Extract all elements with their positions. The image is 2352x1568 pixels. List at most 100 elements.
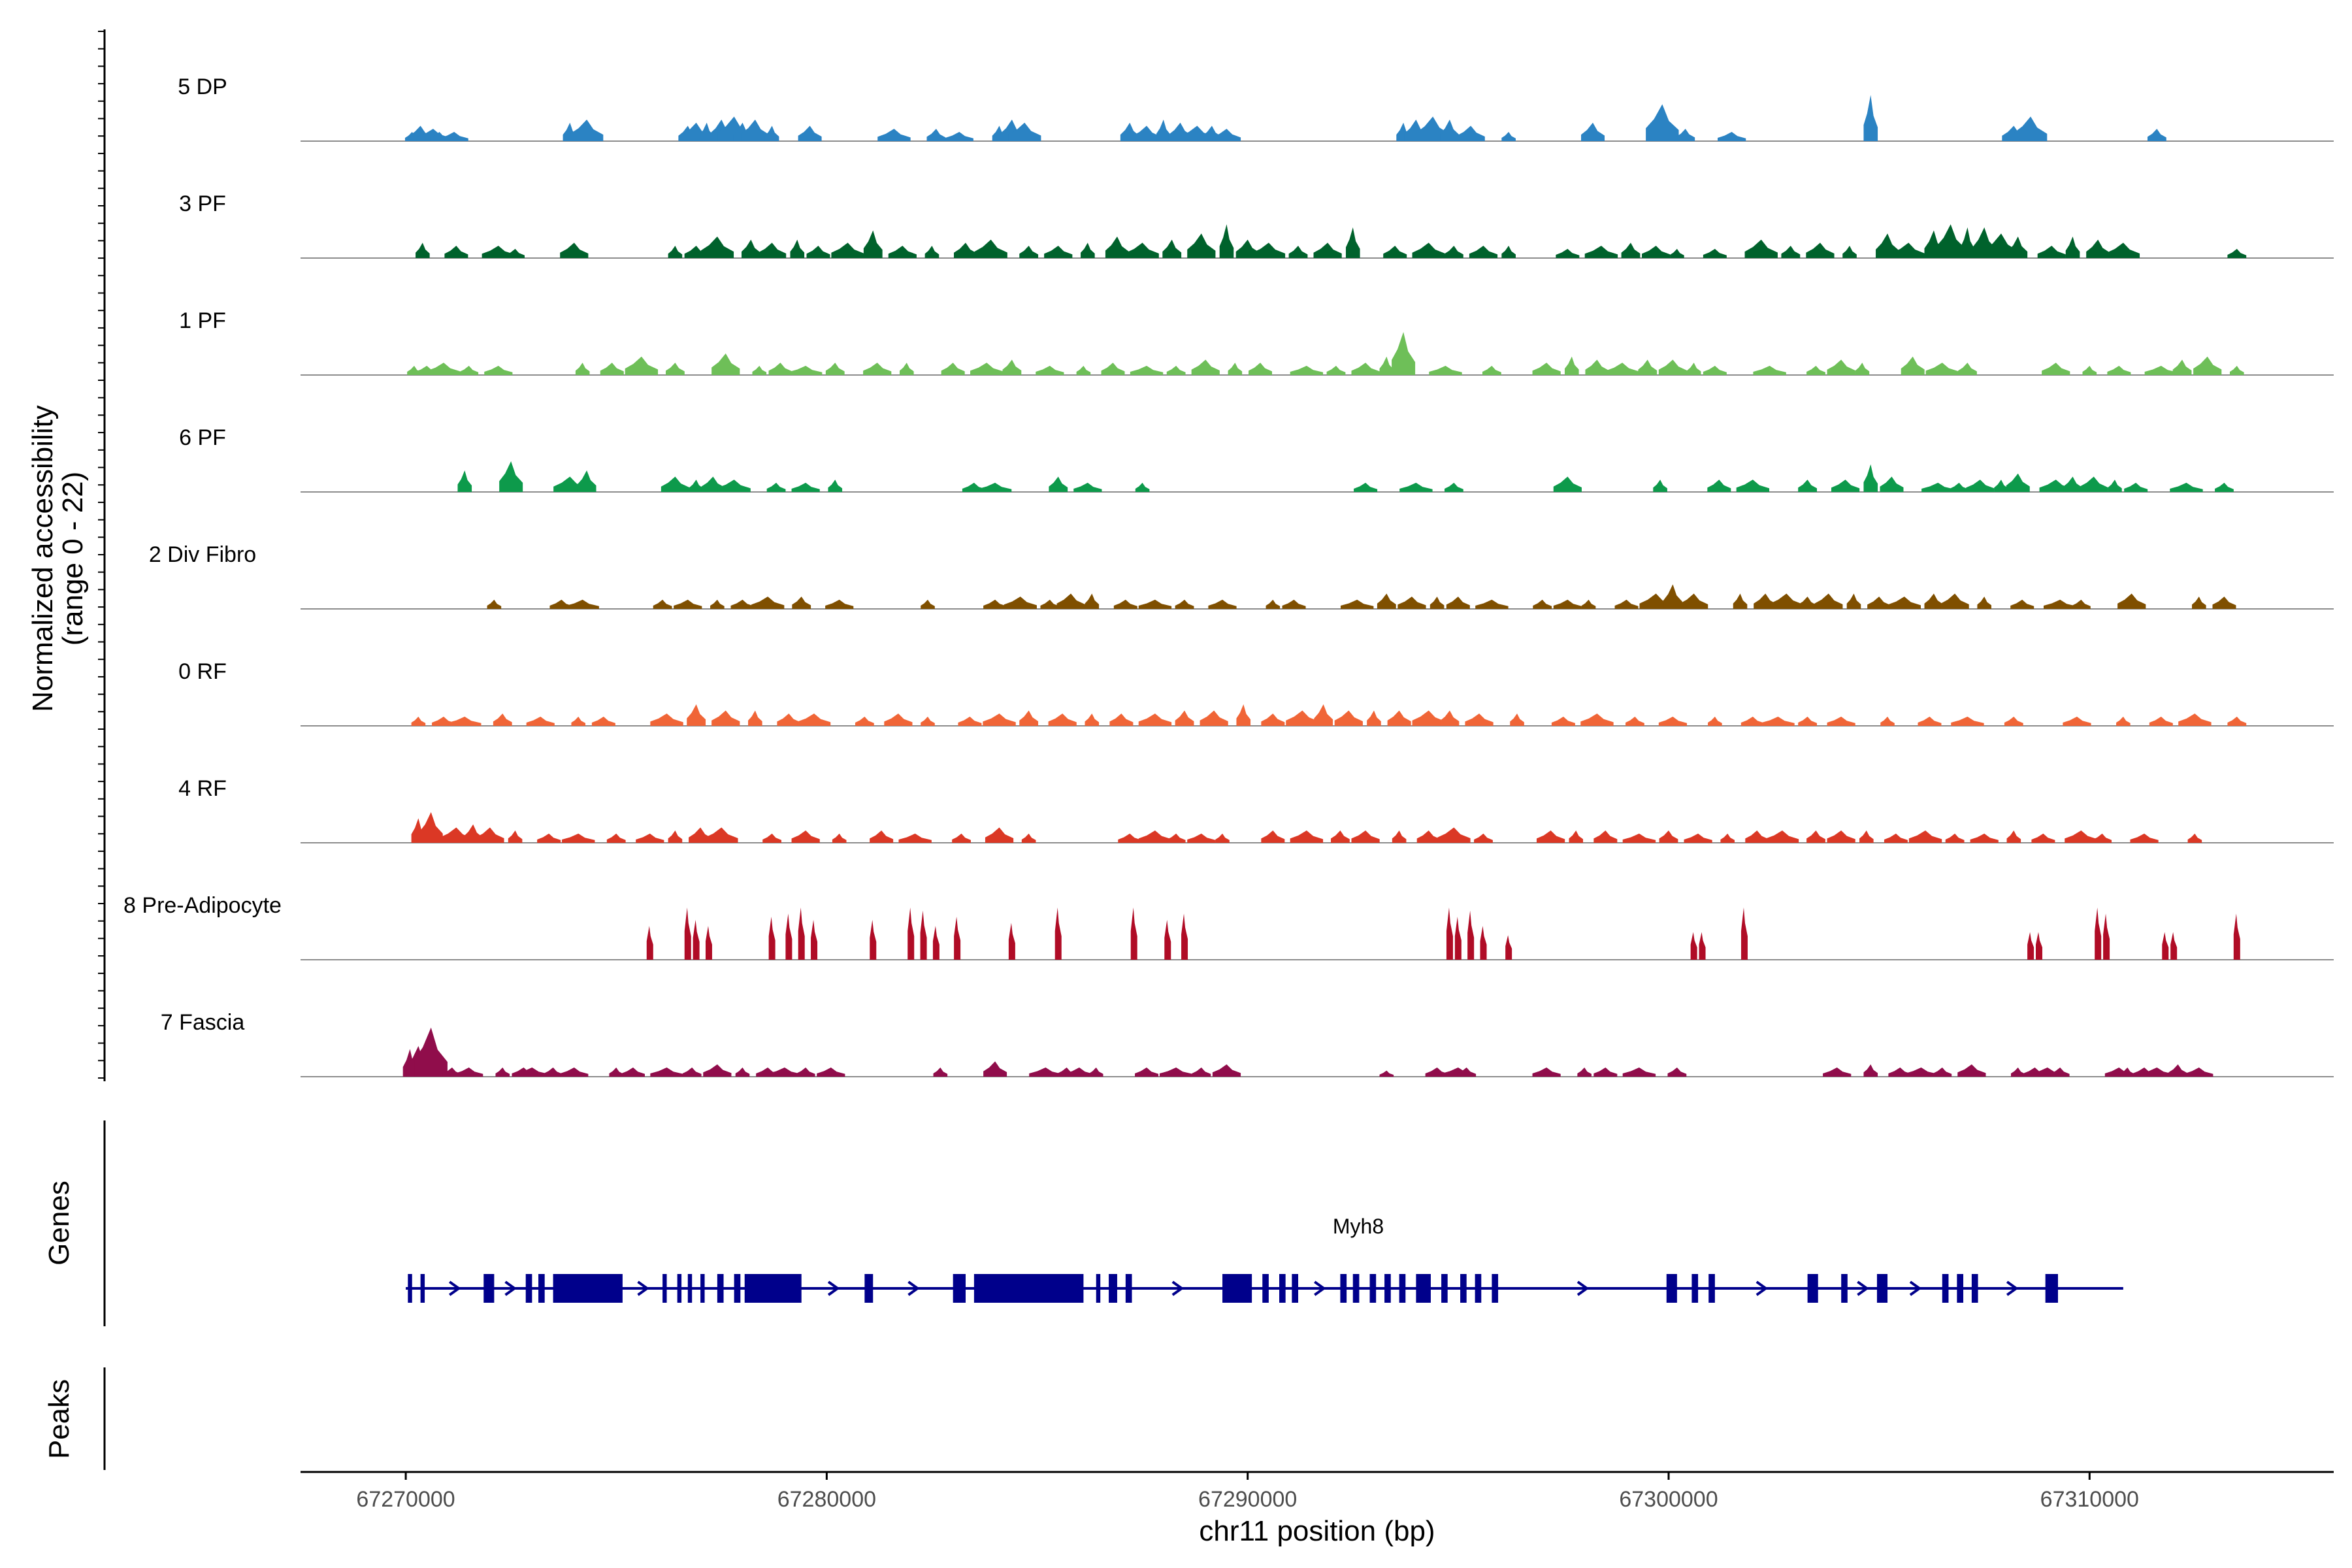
coverage-peak bbox=[825, 363, 845, 375]
coverage-peak bbox=[748, 710, 762, 726]
coverage-peak bbox=[1049, 476, 1068, 492]
gene-exon bbox=[1340, 1274, 1347, 1303]
coverage-peak bbox=[1331, 830, 1350, 843]
coverage-peak bbox=[1625, 716, 1644, 726]
gene-exon bbox=[1691, 1274, 1699, 1303]
coverage-peak bbox=[1109, 713, 1134, 726]
coverage-peak bbox=[831, 242, 864, 258]
gene-exon bbox=[1708, 1274, 1715, 1303]
coverage-peak bbox=[870, 830, 894, 843]
coverage-peak bbox=[1781, 246, 1801, 258]
coverage-peak bbox=[792, 596, 811, 609]
track-6-pf: 6 PF bbox=[179, 425, 2334, 493]
track-8-pre-adipocyte: 8 Pre-Adipocyte bbox=[123, 893, 2334, 960]
coverage-peak bbox=[1887, 596, 1921, 609]
coverage-peak bbox=[1056, 593, 1085, 609]
coverage-peak bbox=[735, 1067, 750, 1077]
coverage-peak bbox=[1288, 246, 1308, 258]
strand-arrow bbox=[827, 1281, 840, 1296]
coverage-peak bbox=[2031, 833, 2055, 843]
coverage-peak bbox=[1806, 830, 1825, 843]
coverage-peak bbox=[625, 356, 659, 375]
coverage-peak bbox=[2178, 713, 2212, 726]
coverage-peak bbox=[1286, 710, 1319, 726]
coverage-peak bbox=[1925, 363, 1959, 375]
coverage-peak bbox=[1846, 593, 1861, 609]
coverage-peak bbox=[2149, 716, 2173, 726]
coverage-peak bbox=[560, 1067, 589, 1077]
coverage-peak bbox=[1008, 122, 1041, 141]
coverage-peak bbox=[1924, 593, 1944, 609]
coverage-peak bbox=[825, 599, 854, 609]
coverage-peak bbox=[1551, 716, 1575, 726]
gene-exon bbox=[1125, 1274, 1132, 1303]
coverage-peak bbox=[1429, 365, 1462, 375]
coverage-peak bbox=[1290, 365, 1324, 375]
coverage-peak bbox=[2108, 480, 2122, 492]
coverage-peak bbox=[711, 710, 740, 726]
coverage-peak bbox=[1252, 242, 1286, 258]
coverage-peak bbox=[1345, 227, 1360, 258]
coverage-peak bbox=[684, 907, 691, 960]
coverage-peak bbox=[674, 599, 702, 609]
coverage-peak bbox=[1622, 833, 1656, 843]
coverage-peak bbox=[1105, 237, 1129, 258]
coverage-peak bbox=[2212, 596, 2236, 609]
genes-panel-label: Genes bbox=[43, 1181, 75, 1266]
coverage-peak bbox=[537, 833, 561, 843]
coverage-peak bbox=[1642, 246, 1671, 258]
coverage-peak bbox=[1736, 480, 1770, 492]
coverage-peak bbox=[1187, 833, 1216, 843]
coverage-peak bbox=[2027, 932, 2034, 960]
coverage-peak bbox=[1456, 125, 1485, 141]
coverage-peak bbox=[1392, 830, 1407, 843]
coverage-peak bbox=[1806, 365, 1825, 375]
coverage-peak bbox=[1219, 224, 1234, 258]
gene-exon bbox=[973, 1274, 1084, 1303]
coverage-peak bbox=[1814, 593, 1843, 609]
coverage-peak bbox=[828, 480, 843, 492]
track-1-pf: 1 PF bbox=[179, 308, 2334, 376]
coverage-peak bbox=[900, 363, 914, 375]
y-axis-title-line1: Normalized accessibility bbox=[27, 405, 59, 711]
coverage-peak bbox=[2063, 716, 2091, 726]
track-4-rf: 4 RF bbox=[178, 776, 2334, 843]
coverage-peak bbox=[970, 363, 1004, 375]
coverage-peak bbox=[2010, 599, 2034, 609]
strand-arrow bbox=[1576, 1281, 1590, 1296]
x-tick-label: 67310000 bbox=[2040, 1487, 2139, 1512]
coverage-peak bbox=[785, 913, 792, 960]
coverage-peak bbox=[921, 716, 935, 726]
coverage-peak bbox=[1720, 833, 1735, 843]
coverage-peak bbox=[2006, 473, 2030, 492]
coverage-peak bbox=[1867, 596, 1891, 609]
coverage-peak bbox=[689, 480, 704, 492]
coverage-peak bbox=[591, 716, 615, 726]
coverage-peak bbox=[884, 713, 913, 726]
track-3-pf: 3 PF bbox=[179, 191, 2334, 259]
coverage-peak bbox=[1614, 599, 1639, 609]
gene-exon bbox=[420, 1274, 425, 1303]
track-0-rf: 0 RF bbox=[178, 659, 2334, 727]
coverage-peak bbox=[1467, 910, 1475, 960]
coverage-peak bbox=[1212, 129, 1241, 141]
coverage-peak bbox=[983, 1061, 1007, 1077]
coverage-peak bbox=[1008, 923, 1015, 960]
coverage-peak bbox=[457, 470, 472, 492]
coverage-peak bbox=[1977, 596, 1992, 609]
coverage-peak bbox=[1827, 830, 1855, 843]
track-label: 2 Div Fibro bbox=[149, 542, 256, 567]
coverage-peak bbox=[1040, 599, 1060, 609]
coverage-peak bbox=[954, 917, 961, 960]
gene-exon bbox=[1292, 1274, 1299, 1303]
gene-exon bbox=[700, 1274, 705, 1303]
coverage-peak bbox=[1367, 710, 1381, 726]
coverage-peak bbox=[1399, 482, 1433, 492]
gene-name-label: Myh8 bbox=[1333, 1215, 1384, 1238]
coverage-peak bbox=[1392, 332, 1416, 375]
coverage-peak bbox=[515, 1067, 549, 1077]
coverage-peak bbox=[933, 1067, 948, 1077]
coverage-peak bbox=[1676, 129, 1695, 141]
